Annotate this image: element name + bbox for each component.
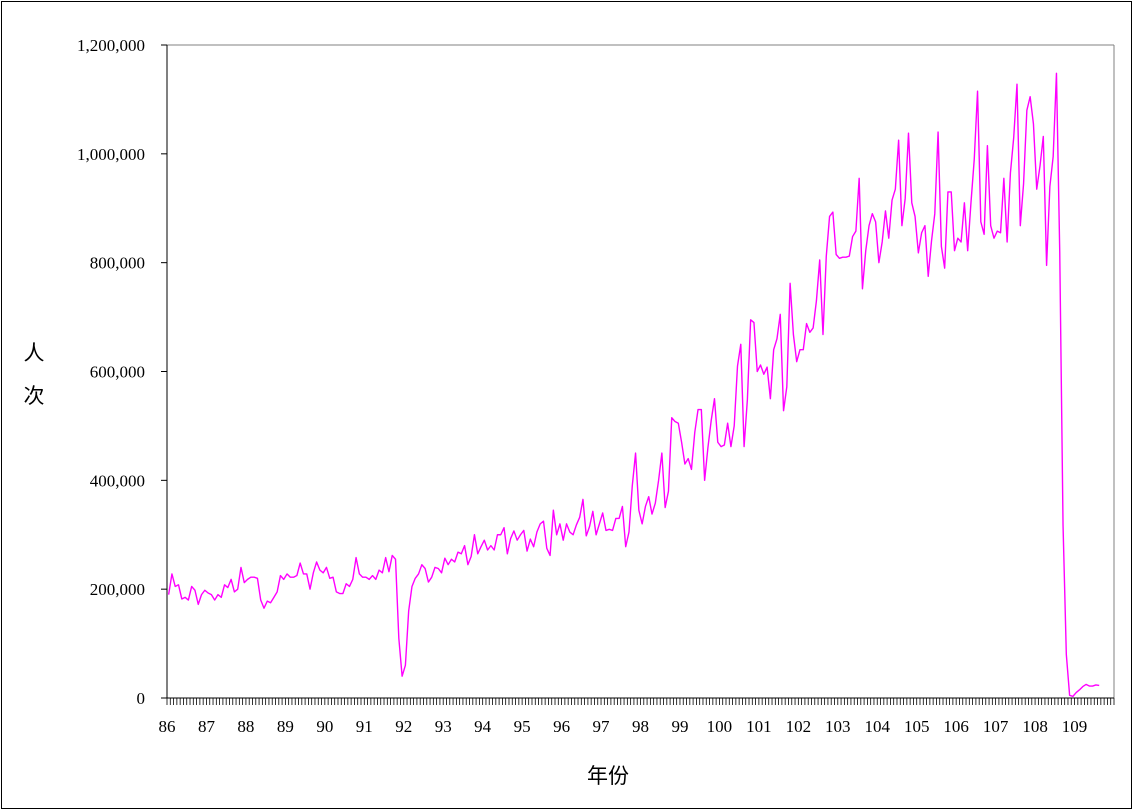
y-tick-label: 1,000,000 [77, 145, 145, 164]
x-tick-label: 99 [671, 717, 688, 736]
x-tick-label: 89 [277, 717, 294, 736]
x-tick-label: 98 [632, 717, 649, 736]
x-tick-label: 91 [356, 717, 373, 736]
y-tick-label: 1,200,000 [77, 36, 145, 55]
y-tick-label: 800,000 [90, 254, 145, 273]
y-tick-label: 0 [137, 689, 146, 708]
series-line [167, 72, 1100, 698]
x-tick-label: 107 [983, 717, 1009, 736]
x-tick-label: 93 [435, 717, 452, 736]
x-tick-label: 90 [316, 717, 333, 736]
x-tick-label: 97 [593, 717, 611, 736]
x-tick-label: 104 [865, 717, 891, 736]
x-tick-label: 109 [1062, 717, 1088, 736]
x-tick-label: 87 [198, 717, 216, 736]
y-axis-title-char-1: 人 [24, 341, 45, 365]
x-tick-label: 94 [474, 717, 492, 736]
x-tick-label: 88 [237, 717, 254, 736]
y-tick-label: 400,000 [90, 471, 145, 490]
x-tick-label: 105 [904, 717, 930, 736]
x-tick-label: 103 [825, 717, 851, 736]
x-tick-label: 108 [1022, 717, 1048, 736]
y-tick-label: 200,000 [90, 580, 145, 599]
x-tick-label: 95 [514, 717, 531, 736]
y-tick-labels: 0 200,000 400,000 600,000 800,000 1,000,000 1,… [77, 36, 145, 708]
x-tick-label: 96 [553, 717, 570, 736]
x-tick-label: 106 [943, 717, 969, 736]
y-axis-title-char-2: 次 [24, 384, 45, 408]
x-tick-labels: 86 87 88 89 90 91 92 93 94 95 96 97 98 99 100 101 102 103… [159, 717, 1088, 736]
x-axis-title: 年份 [587, 764, 629, 788]
x-tick-label: 101 [746, 717, 772, 736]
x-tick-label: 100 [707, 717, 733, 736]
x-tick-label: 92 [395, 717, 412, 736]
x-tick-label: 102 [786, 717, 812, 736]
y-tick-label: 600,000 [90, 363, 145, 382]
axes [161, 44, 1115, 705]
x-tick-label: 86 [159, 717, 176, 736]
series-group [167, 72, 1100, 698]
